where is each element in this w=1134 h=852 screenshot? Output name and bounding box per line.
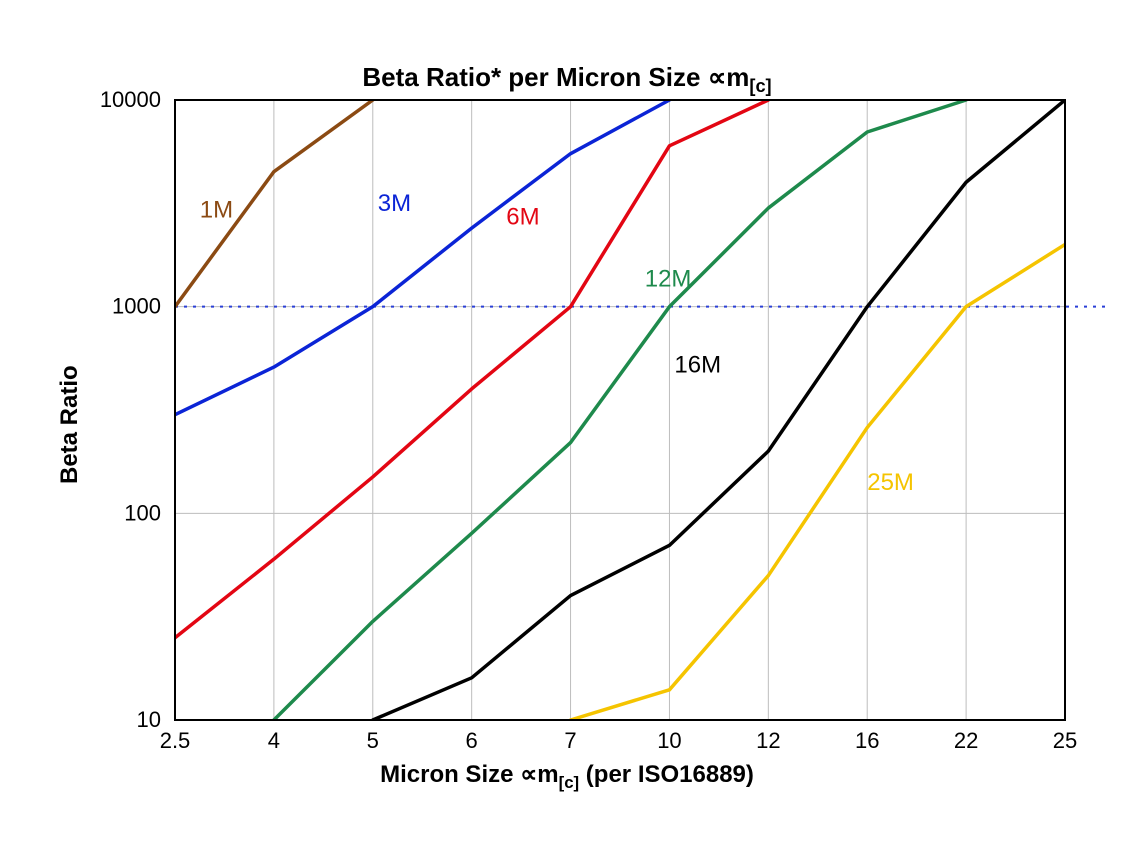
- x-axis-label: Micron Size ∝m[c] (per ISO16889): [0, 760, 1134, 793]
- chart-container: Beta Ratio* per Micron Size ∝m[c] 2.5456…: [0, 0, 1134, 852]
- series-label-16M: 16M: [674, 352, 721, 379]
- plot-background: [175, 100, 1065, 720]
- y-tick-label: 10: [137, 707, 161, 732]
- x-tick-label: 25: [1053, 728, 1077, 753]
- x-tick-label: 2.5: [160, 728, 191, 753]
- x-tick-label: 4: [268, 728, 280, 753]
- y-tick-label: 1000: [112, 294, 161, 319]
- x-tick-label: 7: [564, 728, 576, 753]
- x-tick-label: 5: [367, 728, 379, 753]
- x-tick-label: 16: [855, 728, 879, 753]
- series-label-3M: 3M: [378, 190, 411, 217]
- chart-title-text: Beta Ratio* per Micron Size ∝m[c]: [362, 62, 771, 92]
- chart-svg: 2.545671012162225101001000100001M3M6M12M…: [0, 0, 1134, 852]
- y-tick-label: 100: [124, 500, 161, 525]
- series-label-6M: 6M: [506, 203, 539, 230]
- series-label-12M: 12M: [645, 266, 692, 293]
- x-tick-label: 22: [954, 728, 978, 753]
- chart-title: Beta Ratio* per Micron Size ∝m[c]: [0, 62, 1134, 97]
- x-tick-label: 12: [756, 728, 780, 753]
- plot-area: 2.545671012162225101001000100001M3M6M12M…: [100, 87, 1105, 753]
- x-tick-label: 6: [466, 728, 478, 753]
- x-tick-label: 10: [657, 728, 681, 753]
- series-label-1M: 1M: [200, 197, 233, 224]
- series-label-25M: 25M: [867, 469, 914, 496]
- x-axis-label-text: Micron Size ∝m[c] (per ISO16889): [380, 761, 754, 788]
- y-axis-label: Beta Ratio: [56, 366, 84, 485]
